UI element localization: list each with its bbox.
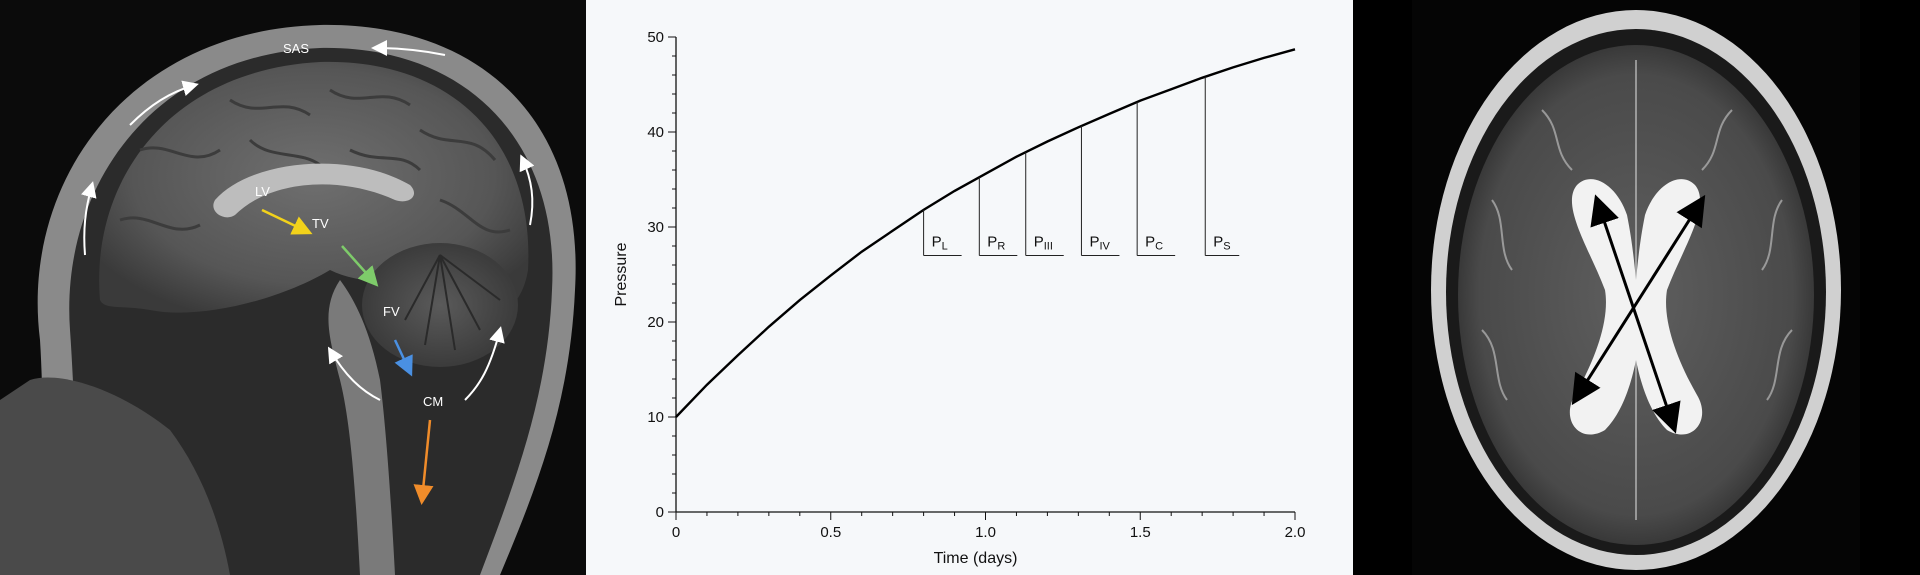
y-tick-label: 20 — [647, 314, 664, 331]
pressure-chart-panel: 0 10 20 30 40 50 0 0.5 1.0 1.5 2.0 PL PR PIII PIV PC P… — [586, 0, 1353, 575]
brainstem — [328, 280, 395, 575]
axial-mri-image — [1412, 0, 1860, 575]
y-ticks: 0 10 20 30 40 50 — [647, 29, 676, 521]
annotation-iv: PIV — [1080, 125, 1120, 256]
axial-mri-svg — [1431, 10, 1841, 570]
annotation-iii: PIII — [1025, 152, 1064, 256]
sagittal-mri-svg: SAS LV TV FV CM — [0, 24, 576, 575]
black-border-right — [1860, 0, 1920, 575]
pressure-annotations: PL PR PIII PIV PC PS — [923, 76, 1240, 256]
x-axis-title: Time (days) — [934, 550, 1018, 567]
x-tick-label: 2.0 — [1285, 524, 1306, 541]
annotation-label: PC — [1145, 234, 1163, 253]
x-tick-label: 1.0 — [975, 524, 996, 541]
annotation-l: PL — [923, 209, 962, 256]
chart-axes — [675, 37, 1295, 513]
label-cm: CM — [423, 394, 443, 409]
y-tick-label: 30 — [647, 219, 664, 236]
x-ticks: 0 0.5 1.0 1.5 2.0 — [672, 512, 1306, 541]
pressure-curve — [675, 48, 1296, 418]
annotation-r: PR — [978, 177, 1018, 256]
face-region — [0, 377, 230, 575]
label-fv: FV — [383, 304, 400, 319]
y-tick-label: 50 — [647, 29, 664, 46]
axial-sulci — [1481, 60, 1793, 520]
label-tv: TV — [312, 216, 329, 231]
x-tick-label: 0.5 — [820, 524, 841, 541]
annotation-label: PS — [1213, 234, 1230, 253]
sulci — [119, 88, 511, 234]
corpus-callosum — [213, 163, 415, 218]
y-tick-label: 10 — [647, 409, 664, 426]
cerebellum-folia — [404, 254, 501, 351]
y-tick-label: 0 — [656, 504, 664, 521]
label-sas: SAS — [283, 41, 309, 56]
black-border-left — [1353, 0, 1412, 575]
x-tick-label: 0 — [672, 524, 680, 541]
annotation-label: PR — [987, 234, 1005, 253]
annotation-s: PS — [1204, 76, 1240, 256]
y-axis-title: Pressure — [613, 242, 630, 306]
annotation-c: PC — [1136, 101, 1176, 256]
annotation-label: PIV — [1089, 234, 1110, 253]
cerebellum — [362, 243, 518, 367]
x-tick-label: 1.5 — [1130, 524, 1151, 541]
label-lv: LV — [255, 184, 270, 199]
y-tick-label: 40 — [647, 124, 664, 141]
annotation-label: PL — [932, 234, 948, 253]
sagittal-mri-image: SAS LV TV FV CM — [0, 0, 586, 575]
annotation-label: PIII — [1034, 234, 1053, 253]
